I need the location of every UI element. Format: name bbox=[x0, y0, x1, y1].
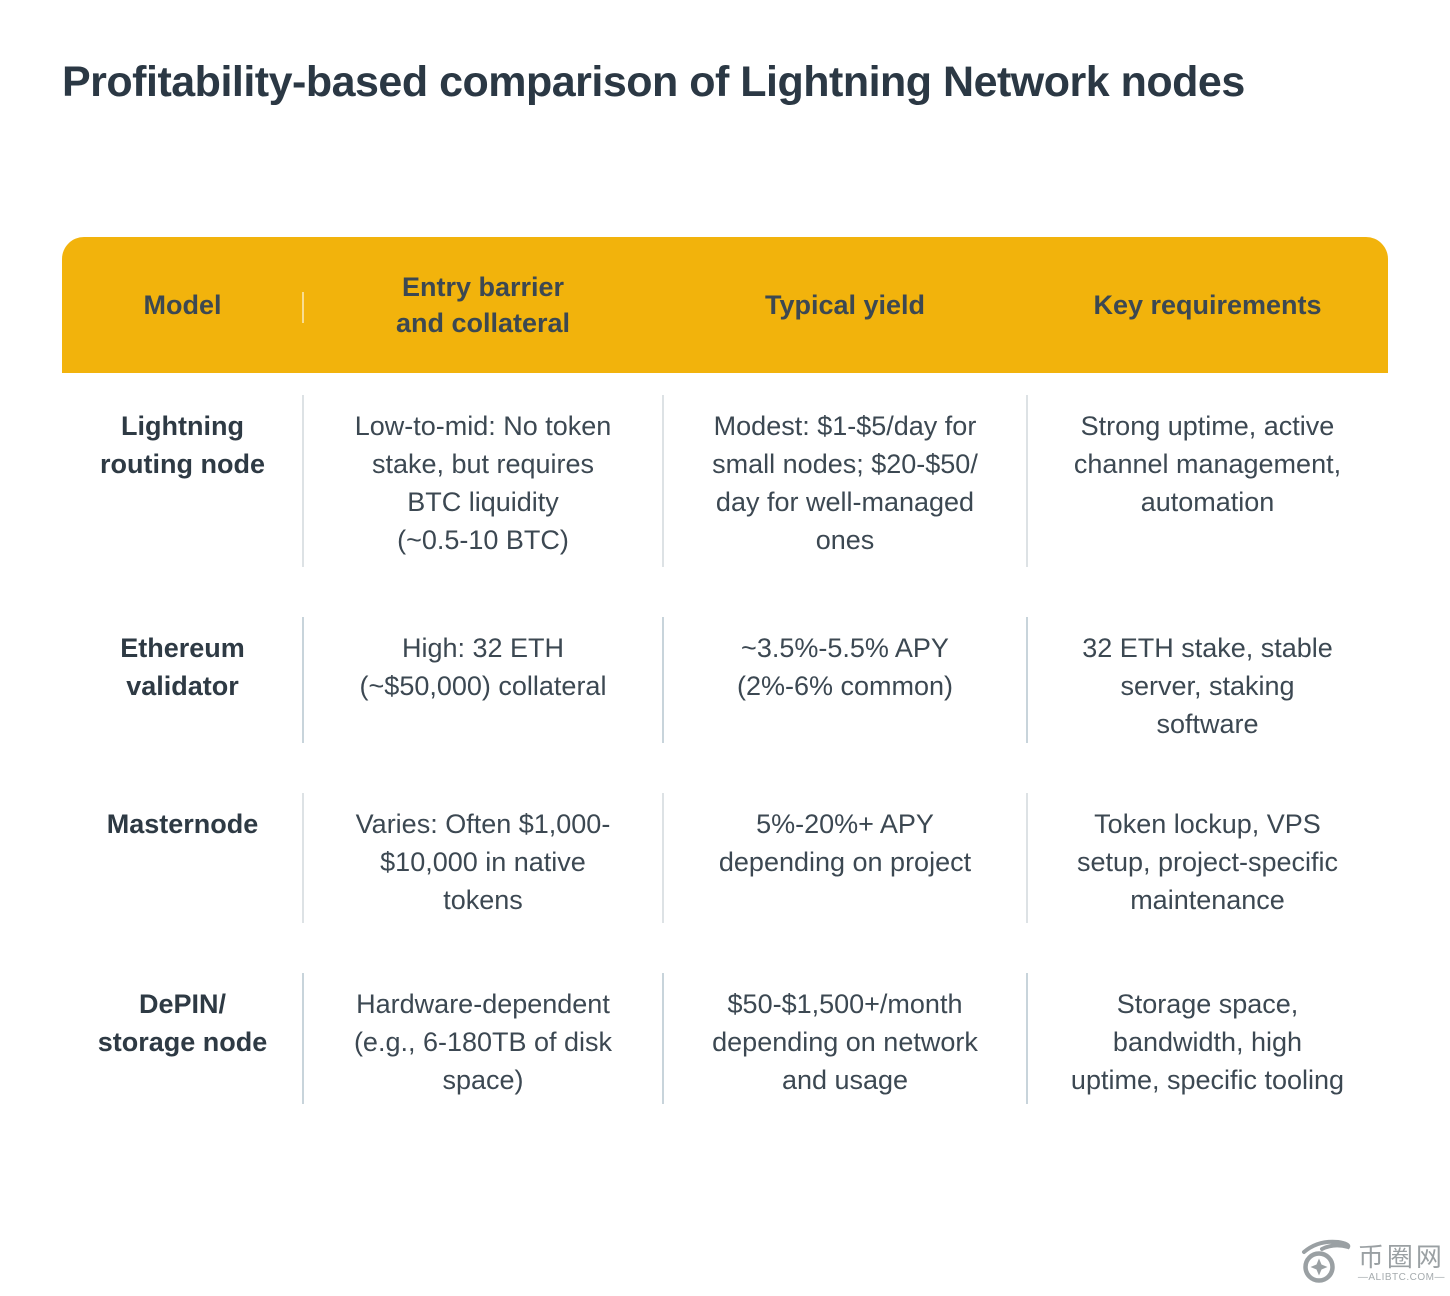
comparison-table: Model Entry barrier and collateral Typic… bbox=[62, 237, 1388, 1132]
entry-barrier-cell: Varies: Often $1,000- $10,000 in native … bbox=[302, 771, 663, 951]
table-row-depin-storage-node: DePIN/ storage node Hardware-dependent (… bbox=[62, 951, 1388, 1132]
watermark: 币圈网 —ALIBTC.COM— bbox=[1296, 1237, 1445, 1290]
table-row-masternode: Masternode Varies: Often $1,000- $10,000… bbox=[62, 771, 1388, 951]
watermark-site-url: —ALIBTC.COM— bbox=[1357, 1272, 1445, 1283]
typical-yield-cell: $50-$1,500+/month depending on network a… bbox=[662, 951, 1027, 1132]
column-header-model: Model bbox=[143, 290, 222, 320]
model-cell: Masternode bbox=[106, 809, 259, 839]
column-header-key-requirements: Key requirements bbox=[1027, 277, 1388, 333]
column-header-typical-yield: Typical yield bbox=[663, 277, 1027, 333]
column-header-entry-barrier: Entry barrier and collateral bbox=[302, 259, 663, 351]
model-cell: DePIN/ storage node bbox=[97, 989, 268, 1057]
entry-barrier-cell: Low-to-mid: No token stake, but requires… bbox=[302, 373, 663, 595]
entry-barrier-cell: Hardware-dependent (e.g., 6-180TB of dis… bbox=[302, 951, 663, 1132]
typical-yield-cell: Modest: $1-$5/day for small nodes; $20-$… bbox=[662, 373, 1027, 595]
page-title: Profitability-based comparison of Lightn… bbox=[62, 58, 1245, 106]
coin-circle-logo-icon bbox=[1296, 1237, 1354, 1290]
typical-yield-cell: ~3.5%-5.5% APY (2%-6% common) bbox=[662, 595, 1027, 771]
key-requirements-cell: 32 ETH stake, stable server, staking sof… bbox=[1026, 595, 1388, 771]
table-row-ethereum-validator: Ethereum validator High: 32 ETH (~$50,00… bbox=[62, 595, 1388, 771]
model-cell: Ethereum validator bbox=[120, 633, 245, 701]
key-requirements-cell: Token lockup, VPS setup, project-specifi… bbox=[1026, 771, 1388, 951]
table-row-lightning-routing-node: Lightning routing node Low-to-mid: No to… bbox=[62, 373, 1388, 595]
entry-barrier-cell: High: 32 ETH (~$50,000) collateral bbox=[302, 595, 663, 771]
key-requirements-cell: Strong uptime, active channel management… bbox=[1026, 373, 1388, 595]
model-cell: Lightning routing node bbox=[100, 411, 265, 479]
watermark-site-name: 币圈网 bbox=[1357, 1242, 1445, 1272]
typical-yield-cell: 5%-20%+ APY depending on project bbox=[662, 771, 1027, 951]
watermark-text: 币圈网 —ALIBTC.COM— bbox=[1358, 1243, 1445, 1284]
key-requirements-cell: Storage space, bandwidth, high uptime, s… bbox=[1026, 951, 1388, 1132]
table-header-row: Model Entry barrier and collateral Typic… bbox=[62, 237, 1388, 373]
